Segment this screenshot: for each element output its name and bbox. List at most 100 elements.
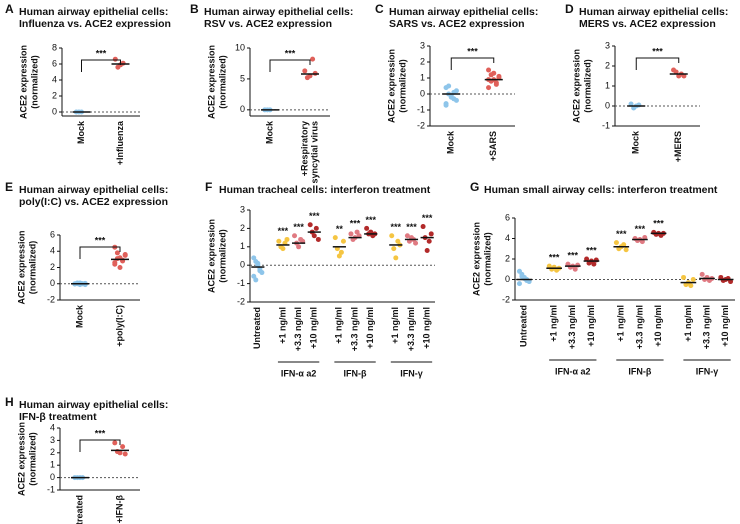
x-tick-label: +10 ng/ml	[365, 307, 375, 349]
group-label: IFN-γ	[400, 368, 423, 378]
data-point	[120, 444, 126, 450]
panel-label: B	[190, 2, 199, 16]
data-point	[117, 265, 123, 270]
y-tick-label: 1	[240, 241, 245, 251]
y-tick-label: 0	[505, 274, 510, 284]
significance: ***	[652, 46, 663, 56]
y-tick-label: 0	[420, 88, 425, 98]
data-point	[311, 233, 317, 239]
significance: ***	[95, 428, 106, 438]
data-point	[280, 246, 286, 252]
x-tick-label: Untreated	[252, 307, 262, 349]
data-point	[420, 224, 426, 230]
data-point	[120, 60, 126, 66]
significance-bracket	[450, 57, 495, 70]
y-tick-label: 0	[50, 472, 55, 482]
data-point	[728, 279, 734, 285]
significance: **	[336, 224, 344, 234]
chart-title: Human airway epithelial cells:	[204, 6, 353, 18]
chart-title: Human small airway cells: interferon tre…	[484, 184, 718, 196]
significance: ***	[365, 215, 376, 225]
data-point	[307, 222, 313, 228]
y-axis-label: ACE2 expression	[471, 222, 481, 296]
chart-title: Human airway epithelial cells:	[579, 6, 728, 18]
data-point	[391, 246, 397, 252]
x-tick-label: +1 ng/ml	[549, 305, 559, 342]
y-tick-label: 2	[50, 262, 55, 272]
data-point	[348, 231, 354, 237]
y-tick-label: -2	[417, 120, 425, 130]
data-point	[516, 281, 522, 287]
y-axis-label: ACE2 expression	[206, 219, 216, 293]
y-tick-label: 1	[420, 72, 425, 82]
x-tick-label: +10 ng/ml	[653, 305, 663, 347]
y-axis-label: ACE2 expression	[206, 45, 216, 119]
y-tick-label: 1	[605, 80, 610, 90]
group-label: IFN-β	[344, 368, 367, 378]
chart-title: Influenza vs. ACE2 expression	[19, 18, 171, 30]
y-tick-label: -2	[47, 294, 55, 304]
significance: ***	[350, 218, 361, 228]
x-tick-label: +10 ng/ml	[720, 305, 730, 347]
data-point	[257, 268, 263, 274]
significance: ***	[285, 48, 296, 58]
panel-label: F	[205, 180, 212, 194]
y-tick-label: 2	[52, 90, 57, 100]
chart-title: Human airway epithelial cells:	[19, 184, 168, 196]
data-point	[276, 238, 282, 244]
data-point	[310, 56, 316, 62]
y-axis-label: (normalized)	[27, 241, 37, 295]
y-tick-label: 2	[420, 56, 425, 66]
data-point	[591, 261, 597, 267]
data-point	[354, 229, 360, 235]
significance: ***	[653, 219, 664, 229]
panel-label: C	[375, 2, 384, 16]
y-tick-label: 6	[505, 212, 510, 222]
data-point	[122, 252, 128, 257]
data-point	[255, 260, 261, 266]
y-tick-label: 4	[50, 246, 55, 256]
x-tick-label: Mock	[446, 130, 456, 154]
y-tick-label: 4	[52, 74, 57, 84]
y-axis-label: (normalized)	[582, 59, 592, 113]
panel-label: H	[5, 395, 14, 409]
data-point	[302, 68, 308, 74]
y-tick-label: 10	[235, 42, 245, 52]
significance: ***	[422, 213, 433, 223]
y-axis-label: (normalized)	[27, 432, 37, 486]
data-point	[584, 256, 590, 262]
chart-title: Human airway epithelial cells:	[19, 399, 168, 411]
x-tick-label: +3.3 ng/ml	[634, 305, 644, 349]
significance: ***	[635, 224, 646, 234]
x-tick-label: Untreated	[519, 305, 529, 347]
significance-bracket	[635, 57, 680, 70]
y-tick-label: 6	[50, 229, 55, 239]
x-tick-label: +3.3 ng/ml	[701, 305, 711, 349]
significance: ***	[549, 253, 560, 263]
group-label: IFN-α a2	[555, 366, 591, 376]
data-point	[486, 67, 492, 73]
significance: ***	[391, 222, 402, 232]
data-point	[639, 239, 645, 245]
x-tick-label: Mock	[631, 130, 641, 154]
data-point	[428, 231, 434, 237]
x-tick-label: +10 ng/ml	[586, 305, 596, 347]
data-point	[642, 234, 648, 240]
significance: ***	[467, 46, 478, 56]
data-point	[114, 250, 120, 256]
data-point	[332, 235, 338, 241]
y-tick-label: 2	[240, 223, 245, 233]
panel-label: A	[5, 2, 14, 16]
y-axis-label: (normalized)	[397, 59, 407, 113]
significance: ***	[278, 226, 289, 236]
y-axis-label: ACE2 expression	[571, 49, 581, 123]
y-tick-label: 3	[605, 40, 610, 50]
chart-title: Human tracheal cells: interferon treatme…	[219, 184, 431, 196]
x-tick-label: +10 ng/ml	[422, 307, 432, 349]
y-tick-label: 4	[50, 422, 55, 432]
x-tick-label: +1 ng/ml	[616, 305, 626, 342]
data-point	[448, 94, 454, 100]
significance: ***	[309, 211, 320, 221]
group-label: IFN-β	[628, 366, 651, 376]
significance: ***	[293, 222, 304, 232]
